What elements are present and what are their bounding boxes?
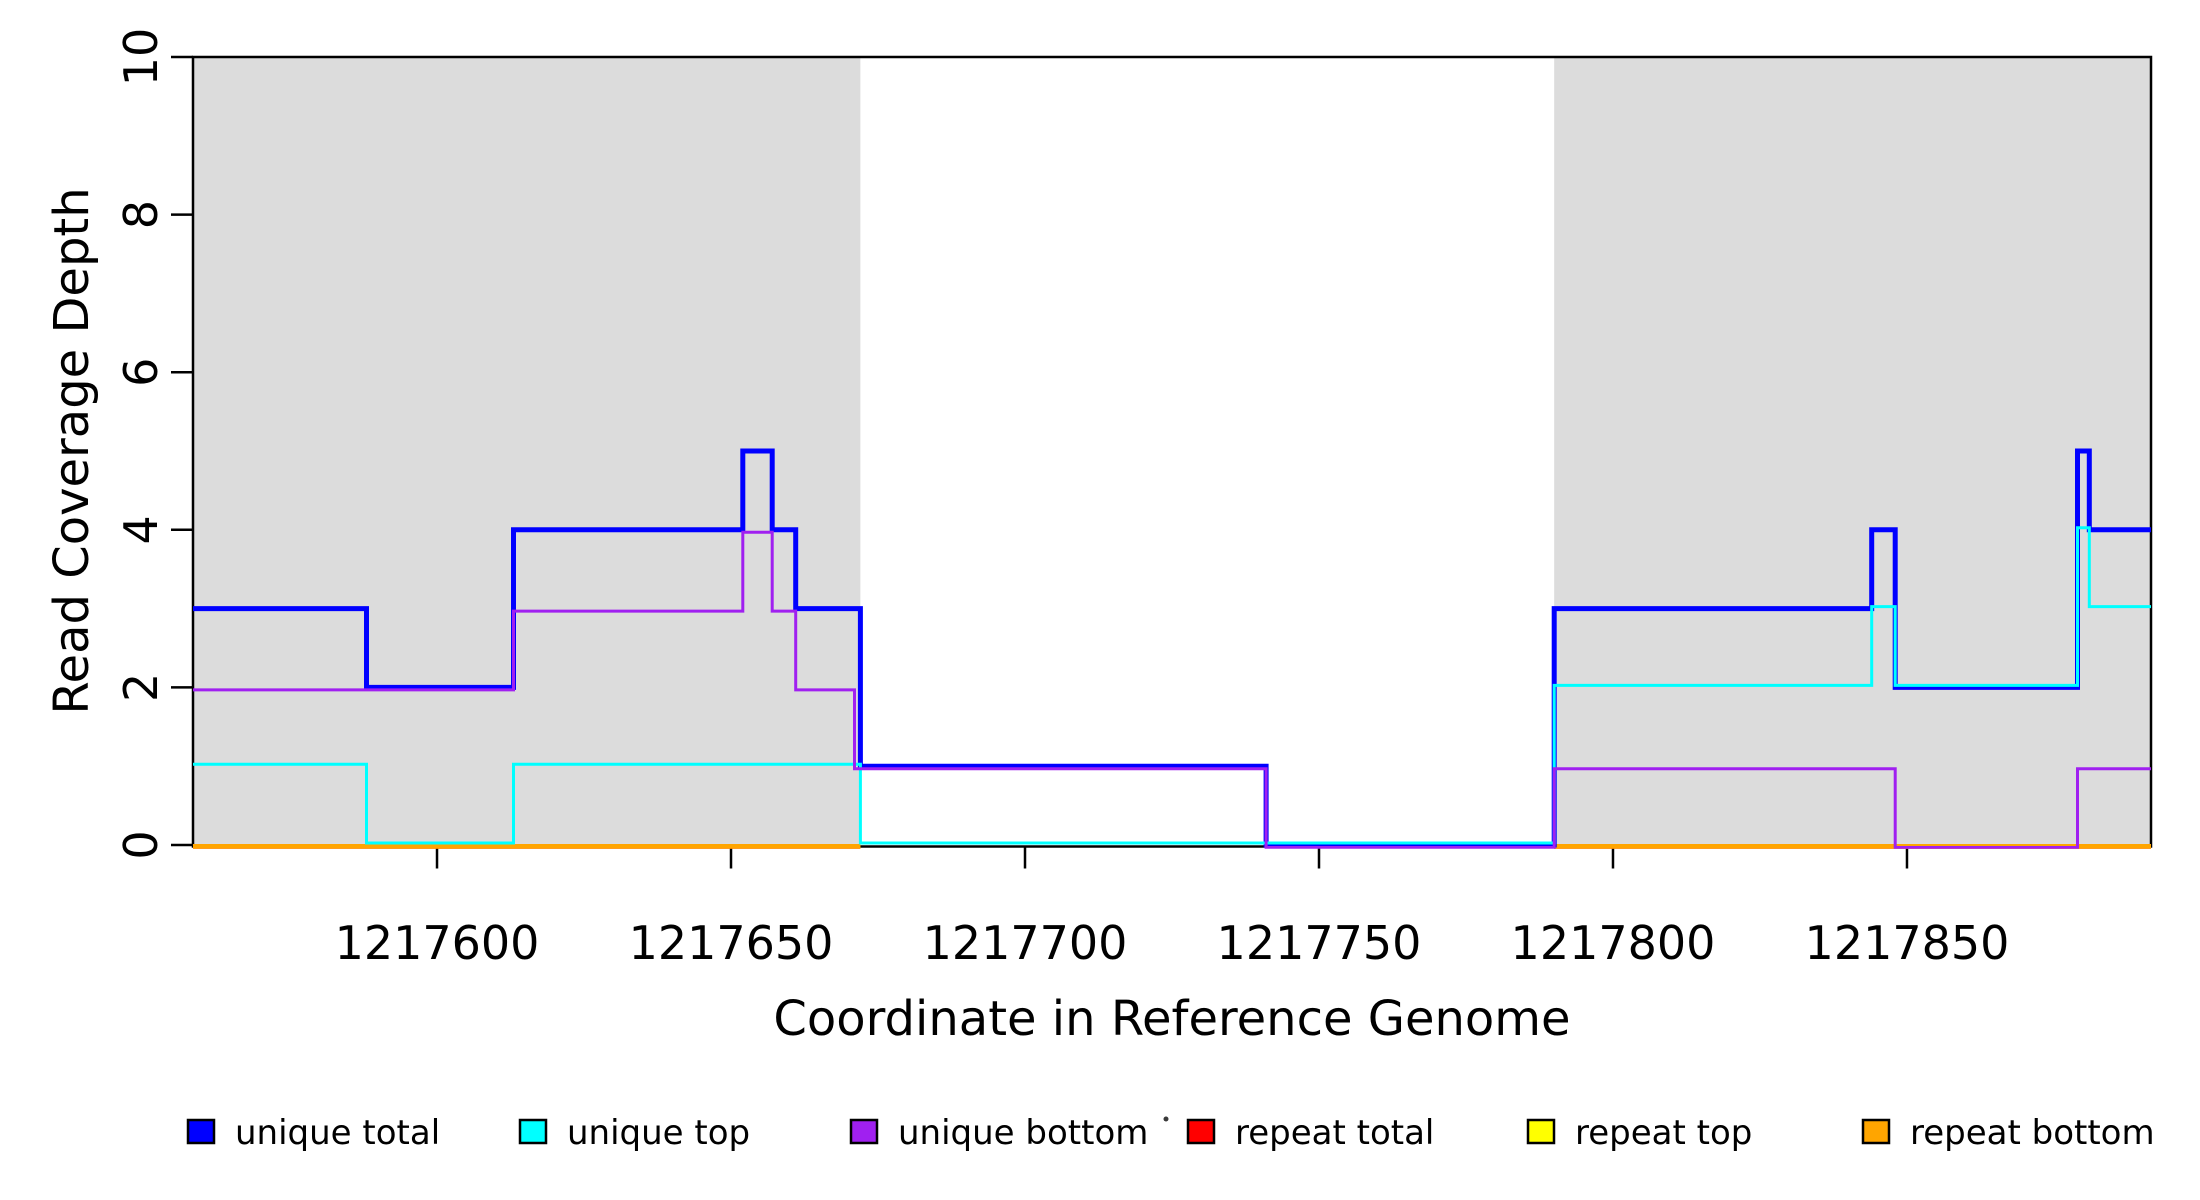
- y-tick-label-8: 8: [114, 200, 168, 229]
- legend-item-repeat-total: repeat total: [1186, 1113, 1434, 1153]
- series-line-unique-bottom: [193, 530, 2151, 849]
- legend-swatch-repeat-bottom: [1861, 1118, 1891, 1145]
- legend-label-unique-bottom: unique bottom: [898, 1113, 1148, 1153]
- legend-label-repeat-total: repeat total: [1235, 1113, 1434, 1153]
- x-tick-label-1217800: 1217800: [1511, 916, 1716, 970]
- legend-item-repeat-top: repeat top: [1526, 1113, 1752, 1153]
- legend-item-unique-top: unique top: [518, 1113, 750, 1153]
- repeat-region-shading: [193, 57, 2151, 848]
- legend-label-repeat-top: repeat top: [1575, 1113, 1752, 1153]
- legend-swatch-unique-bottom: [849, 1118, 879, 1145]
- axes: 1217600 1217650 1217700 1217750 1217800 12178…: [114, 28, 2153, 970]
- legend-swatch-repeat-top: [1526, 1118, 1556, 1145]
- x-tick-label-1217850: 1217850: [1805, 916, 2010, 970]
- y-tick-label-0: 0: [114, 830, 168, 859]
- series-line-unique-total: [193, 448, 2151, 848]
- legend-item-unique-total: unique total: [186, 1113, 440, 1153]
- legend-label-unique-top: unique top: [567, 1113, 750, 1153]
- y-axis-title: Read Coverage Depth: [44, 187, 100, 714]
- y-tick-label-6: 6: [114, 358, 168, 387]
- stray-dot: [1163, 1116, 1169, 1122]
- legend-swatch-unique-top: [518, 1118, 548, 1145]
- legend-label-repeat-bottom: repeat bottom: [1910, 1113, 2155, 1153]
- x-tick-label-1217650: 1217650: [629, 916, 834, 970]
- legend-label-unique-total: unique total: [235, 1113, 440, 1153]
- x-tick-label-1217750: 1217750: [1217, 916, 1422, 970]
- x-tick-label-1217600: 1217600: [335, 916, 540, 970]
- x-tick-label-1217700: 1217700: [923, 916, 1128, 970]
- y-tick-label-4: 4: [114, 515, 168, 544]
- y-tick-label-2: 2: [114, 673, 168, 702]
- legend: unique total unique top unique bottom re…: [186, 1113, 2155, 1153]
- legend-swatch-unique-total: [186, 1118, 216, 1145]
- legend-item-repeat-bottom: repeat bottom: [1861, 1113, 2155, 1153]
- plot-box: [191, 55, 2153, 848]
- legend-swatch-repeat-total: [1186, 1118, 1216, 1145]
- repeat-region-right: [1554, 57, 2151, 848]
- series-line-unique-top: [193, 526, 2151, 845]
- series-lines: [193, 448, 2151, 849]
- x-axis-title: Coordinate in Reference Genome: [773, 991, 1570, 1047]
- legend-item-unique-bottom: unique bottom: [849, 1113, 1148, 1153]
- y-tick-label-10: 10: [114, 28, 168, 87]
